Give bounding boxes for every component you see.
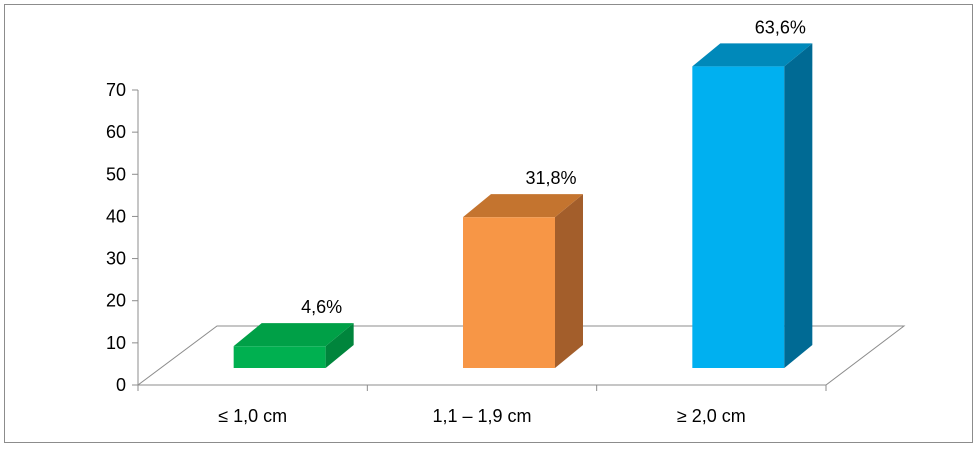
y-tick-label: 0 [116, 375, 126, 395]
bar [463, 194, 583, 368]
y-axis-ticks: 0 10 20 30 40 50 60 70 [106, 80, 138, 395]
x-tick-label: 1,1 – 1,9 cm [432, 406, 531, 426]
x-tick-label: ≤ 1,0 cm [218, 406, 287, 426]
y-tick-label: 50 [106, 164, 126, 184]
y-tick-label: 70 [106, 80, 126, 100]
bar-side [325, 323, 354, 368]
y-tick-label: 30 [106, 249, 126, 269]
bar-front [692, 66, 785, 369]
bar-side [555, 194, 583, 368]
bar-top [692, 43, 813, 67]
bar [233, 323, 354, 368]
data-label: 4,6% [301, 297, 342, 317]
bar-front [463, 217, 555, 368]
y-tick-label: 40 [106, 206, 126, 226]
y-tick-label: 10 [106, 333, 126, 353]
x-axis-ticks: ≤ 1,0 cm 1,1 – 1,9 cm ≥ 2,0 cm [137, 385, 827, 426]
y-tick-label: 20 [106, 291, 126, 311]
bar-top [233, 323, 354, 347]
bar-side [784, 43, 813, 369]
bars [233, 43, 813, 369]
data-label: 31,8% [525, 168, 576, 188]
y-tick-label: 60 [106, 122, 126, 142]
bar [692, 43, 813, 369]
bar-front [233, 346, 326, 368]
data-label: 63,6% [755, 17, 806, 37]
bar-top [463, 194, 583, 218]
data-labels: 4,6% 31,8% 63,6% [301, 17, 806, 317]
x-tick-label: ≥ 2,0 cm [677, 406, 746, 426]
